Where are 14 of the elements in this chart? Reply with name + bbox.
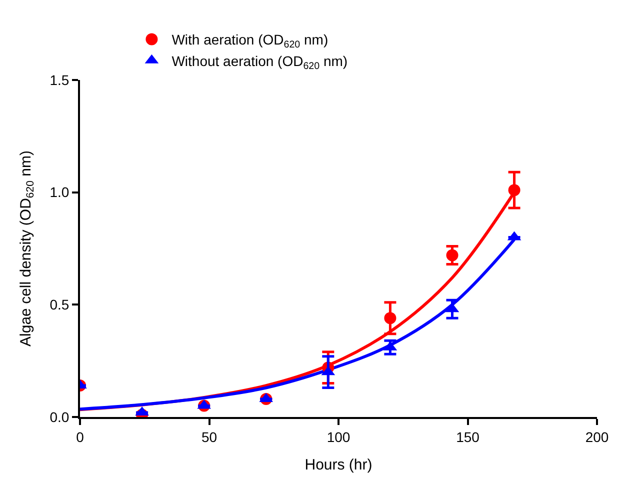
x-tick-label: 150: [456, 428, 480, 445]
y-tick-label: 1.0: [50, 184, 70, 200]
legend-label: Without aeration (OD$_{620}$ nm): [172, 52, 348, 72]
x-tick-label: 100: [326, 428, 350, 445]
point: [508, 184, 520, 196]
y-tick-label: 0.0: [50, 408, 70, 425]
x-axis-title: Hours (hr): [304, 456, 372, 474]
legend-label: With aeration (OD$_{620}$ nm): [172, 32, 328, 51]
x-tick-label: 200: [585, 428, 609, 445]
point: [384, 312, 396, 324]
y-tick-label: 0.5: [50, 296, 70, 313]
y-tick-label: 1.5: [50, 72, 70, 88]
x-tick-label: 50: [201, 428, 218, 445]
x-tick-label: 0: [76, 428, 84, 445]
